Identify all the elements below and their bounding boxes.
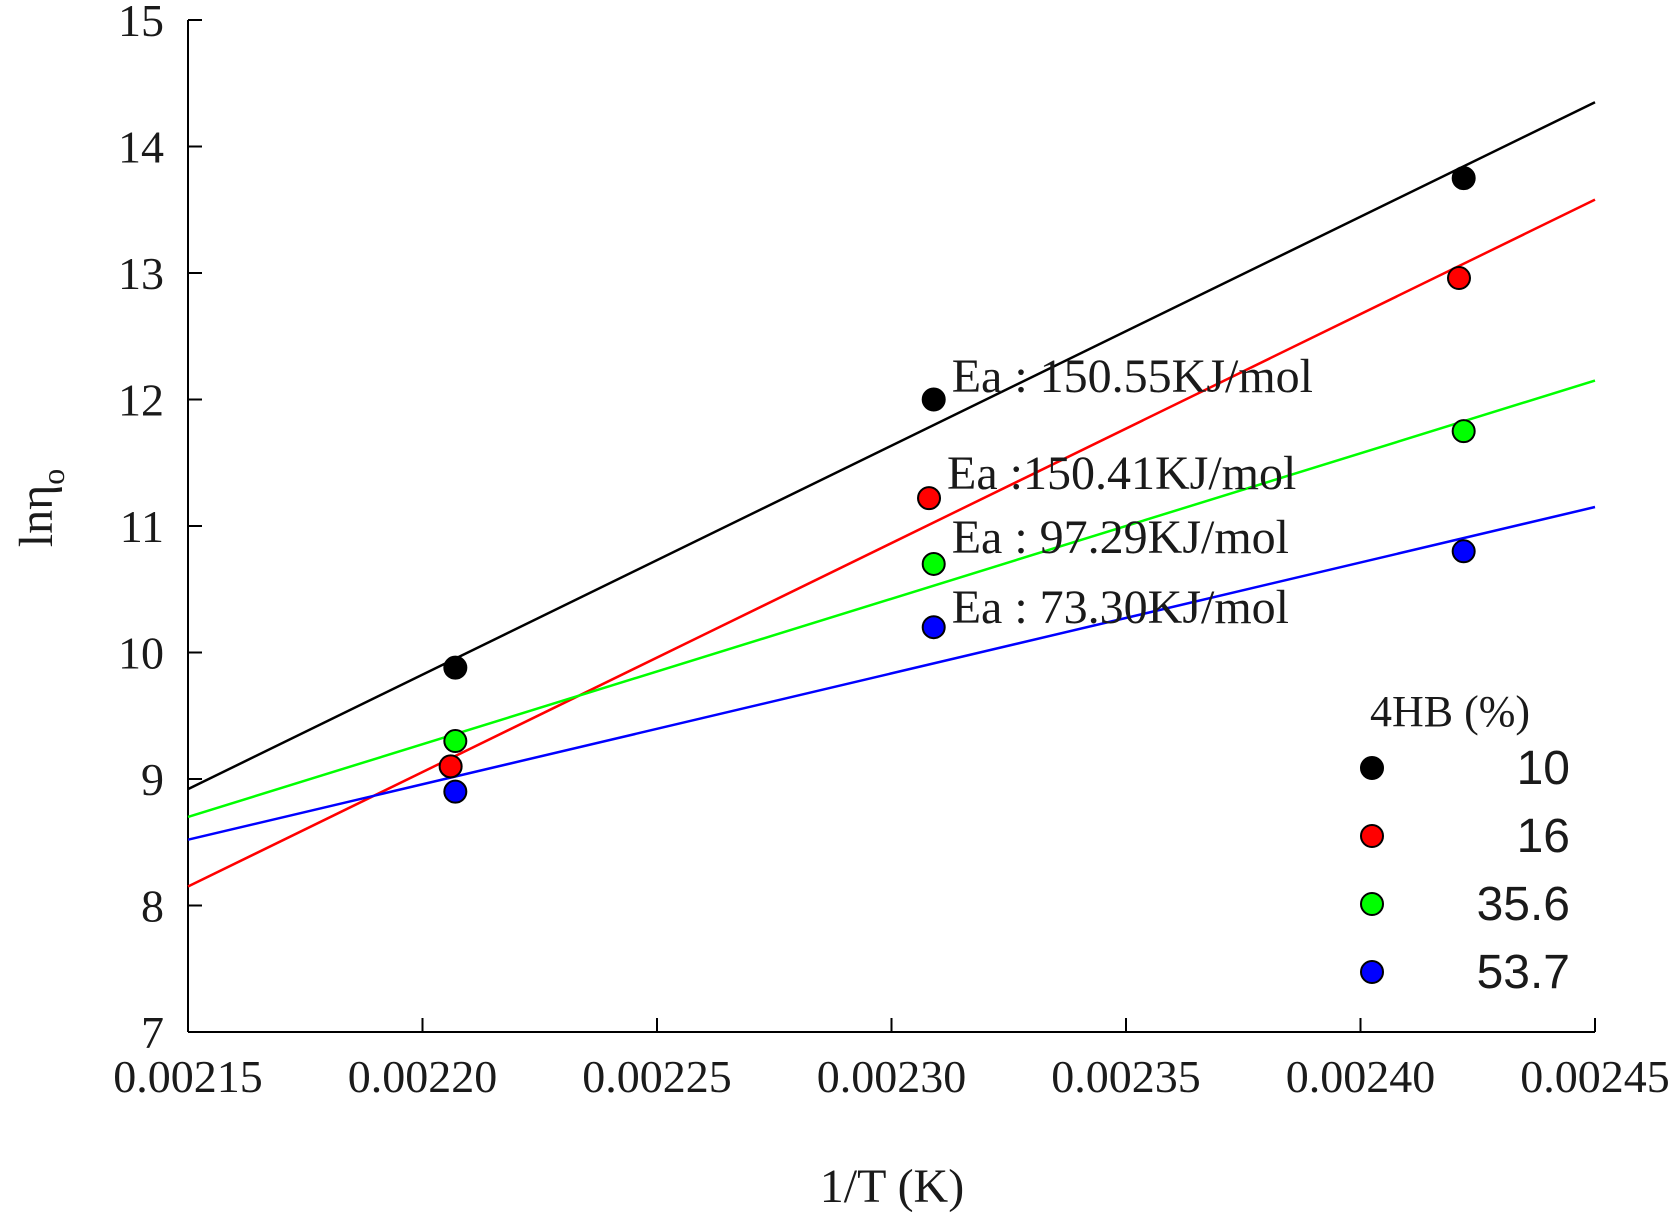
x-axis-title: 1/T (K) <box>820 1160 964 1213</box>
legend-marker-16 <box>1360 824 1384 848</box>
legend-label-16: 16 <box>1517 810 1570 863</box>
y-tick-label: 14 <box>118 122 164 173</box>
y-tick-label: 8 <box>141 881 164 932</box>
data-point-53.7 <box>443 779 468 804</box>
fit-line-16 <box>187 198 1596 888</box>
x-tick-label: 0.00235 <box>1051 1051 1201 1102</box>
ea-annotation-53.7: Ea : 73.30KJ/mol <box>952 581 1289 634</box>
data-point-10 <box>1451 166 1476 191</box>
ea-annotation-16: Ea :150.41KJ/mol <box>947 447 1296 500</box>
x-tick-label: 0.00220 <box>348 1051 498 1102</box>
data-point-53.7 <box>1451 539 1476 564</box>
ea-annotation-35.6: Ea : 97.29KJ/mol <box>952 511 1289 564</box>
annotations: Ea : 150.55KJ/mol Ea :150.41KJ/mol Ea : 97… <box>947 350 1313 634</box>
x-tick-label: 0.00240 <box>1286 1051 1436 1102</box>
data-point-53.7 <box>921 615 946 640</box>
data-point-35.6 <box>443 729 468 754</box>
legend-marker-35.6 <box>1360 892 1384 916</box>
legend-title: 4HB (%) <box>1370 687 1530 736</box>
data-point-35.6 <box>921 551 946 576</box>
data-point-16 <box>917 486 942 511</box>
data-markers <box>438 166 1476 804</box>
fit-line-35.6 <box>187 379 1596 819</box>
y-tick-label: 11 <box>120 501 164 552</box>
fit-lines <box>187 101 1596 888</box>
y-tick-label: 15 <box>118 0 164 46</box>
legend: 4HB (%) 10 16 35.6 53.7 <box>1360 687 1570 999</box>
x-tick-label: 0.00245 <box>1520 1051 1670 1102</box>
legend-label-53.7: 53.7 <box>1477 946 1570 999</box>
y-axis-title: lnηo <box>10 469 71 547</box>
y-axis-ticks: 7 8 9 10 11 12 13 14 15 <box>118 0 202 1058</box>
x-tick-label: 0.00215 <box>113 1051 263 1102</box>
x-tick-label: 0.00225 <box>582 1051 732 1102</box>
y-tick-label: 7 <box>141 1007 164 1058</box>
plot-frame <box>187 20 1595 1033</box>
y-tick-label: 9 <box>141 754 164 805</box>
fit-line-53.7 <box>187 505 1596 841</box>
x-tick-label: 0.00230 <box>817 1051 967 1102</box>
legend-label-10: 10 <box>1517 742 1570 795</box>
x-axis-ticks: 0.00215 0.00220 0.00225 0.00230 0.00235 0.002… <box>113 1018 1670 1102</box>
y-axis-title-subscript: o <box>35 469 71 485</box>
data-point-10 <box>443 655 468 680</box>
legend-label-35.6: 35.6 <box>1477 878 1570 931</box>
y-tick-label: 12 <box>118 375 164 426</box>
legend-marker-10 <box>1360 756 1384 780</box>
y-tick-label: 10 <box>118 628 164 679</box>
data-point-10 <box>921 387 946 412</box>
legend-marker-53.7 <box>1360 960 1384 984</box>
ea-annotation-10: Ea : 150.55KJ/mol <box>952 350 1313 403</box>
fit-line-10 <box>187 101 1596 791</box>
y-tick-label: 13 <box>118 248 164 299</box>
data-point-35.6 <box>1451 419 1476 444</box>
data-point-16 <box>1446 266 1471 291</box>
legend-items: 10 16 35.6 53.7 <box>1360 742 1570 999</box>
y-axis-title-main: lnη <box>10 485 63 547</box>
data-point-16 <box>438 754 463 779</box>
